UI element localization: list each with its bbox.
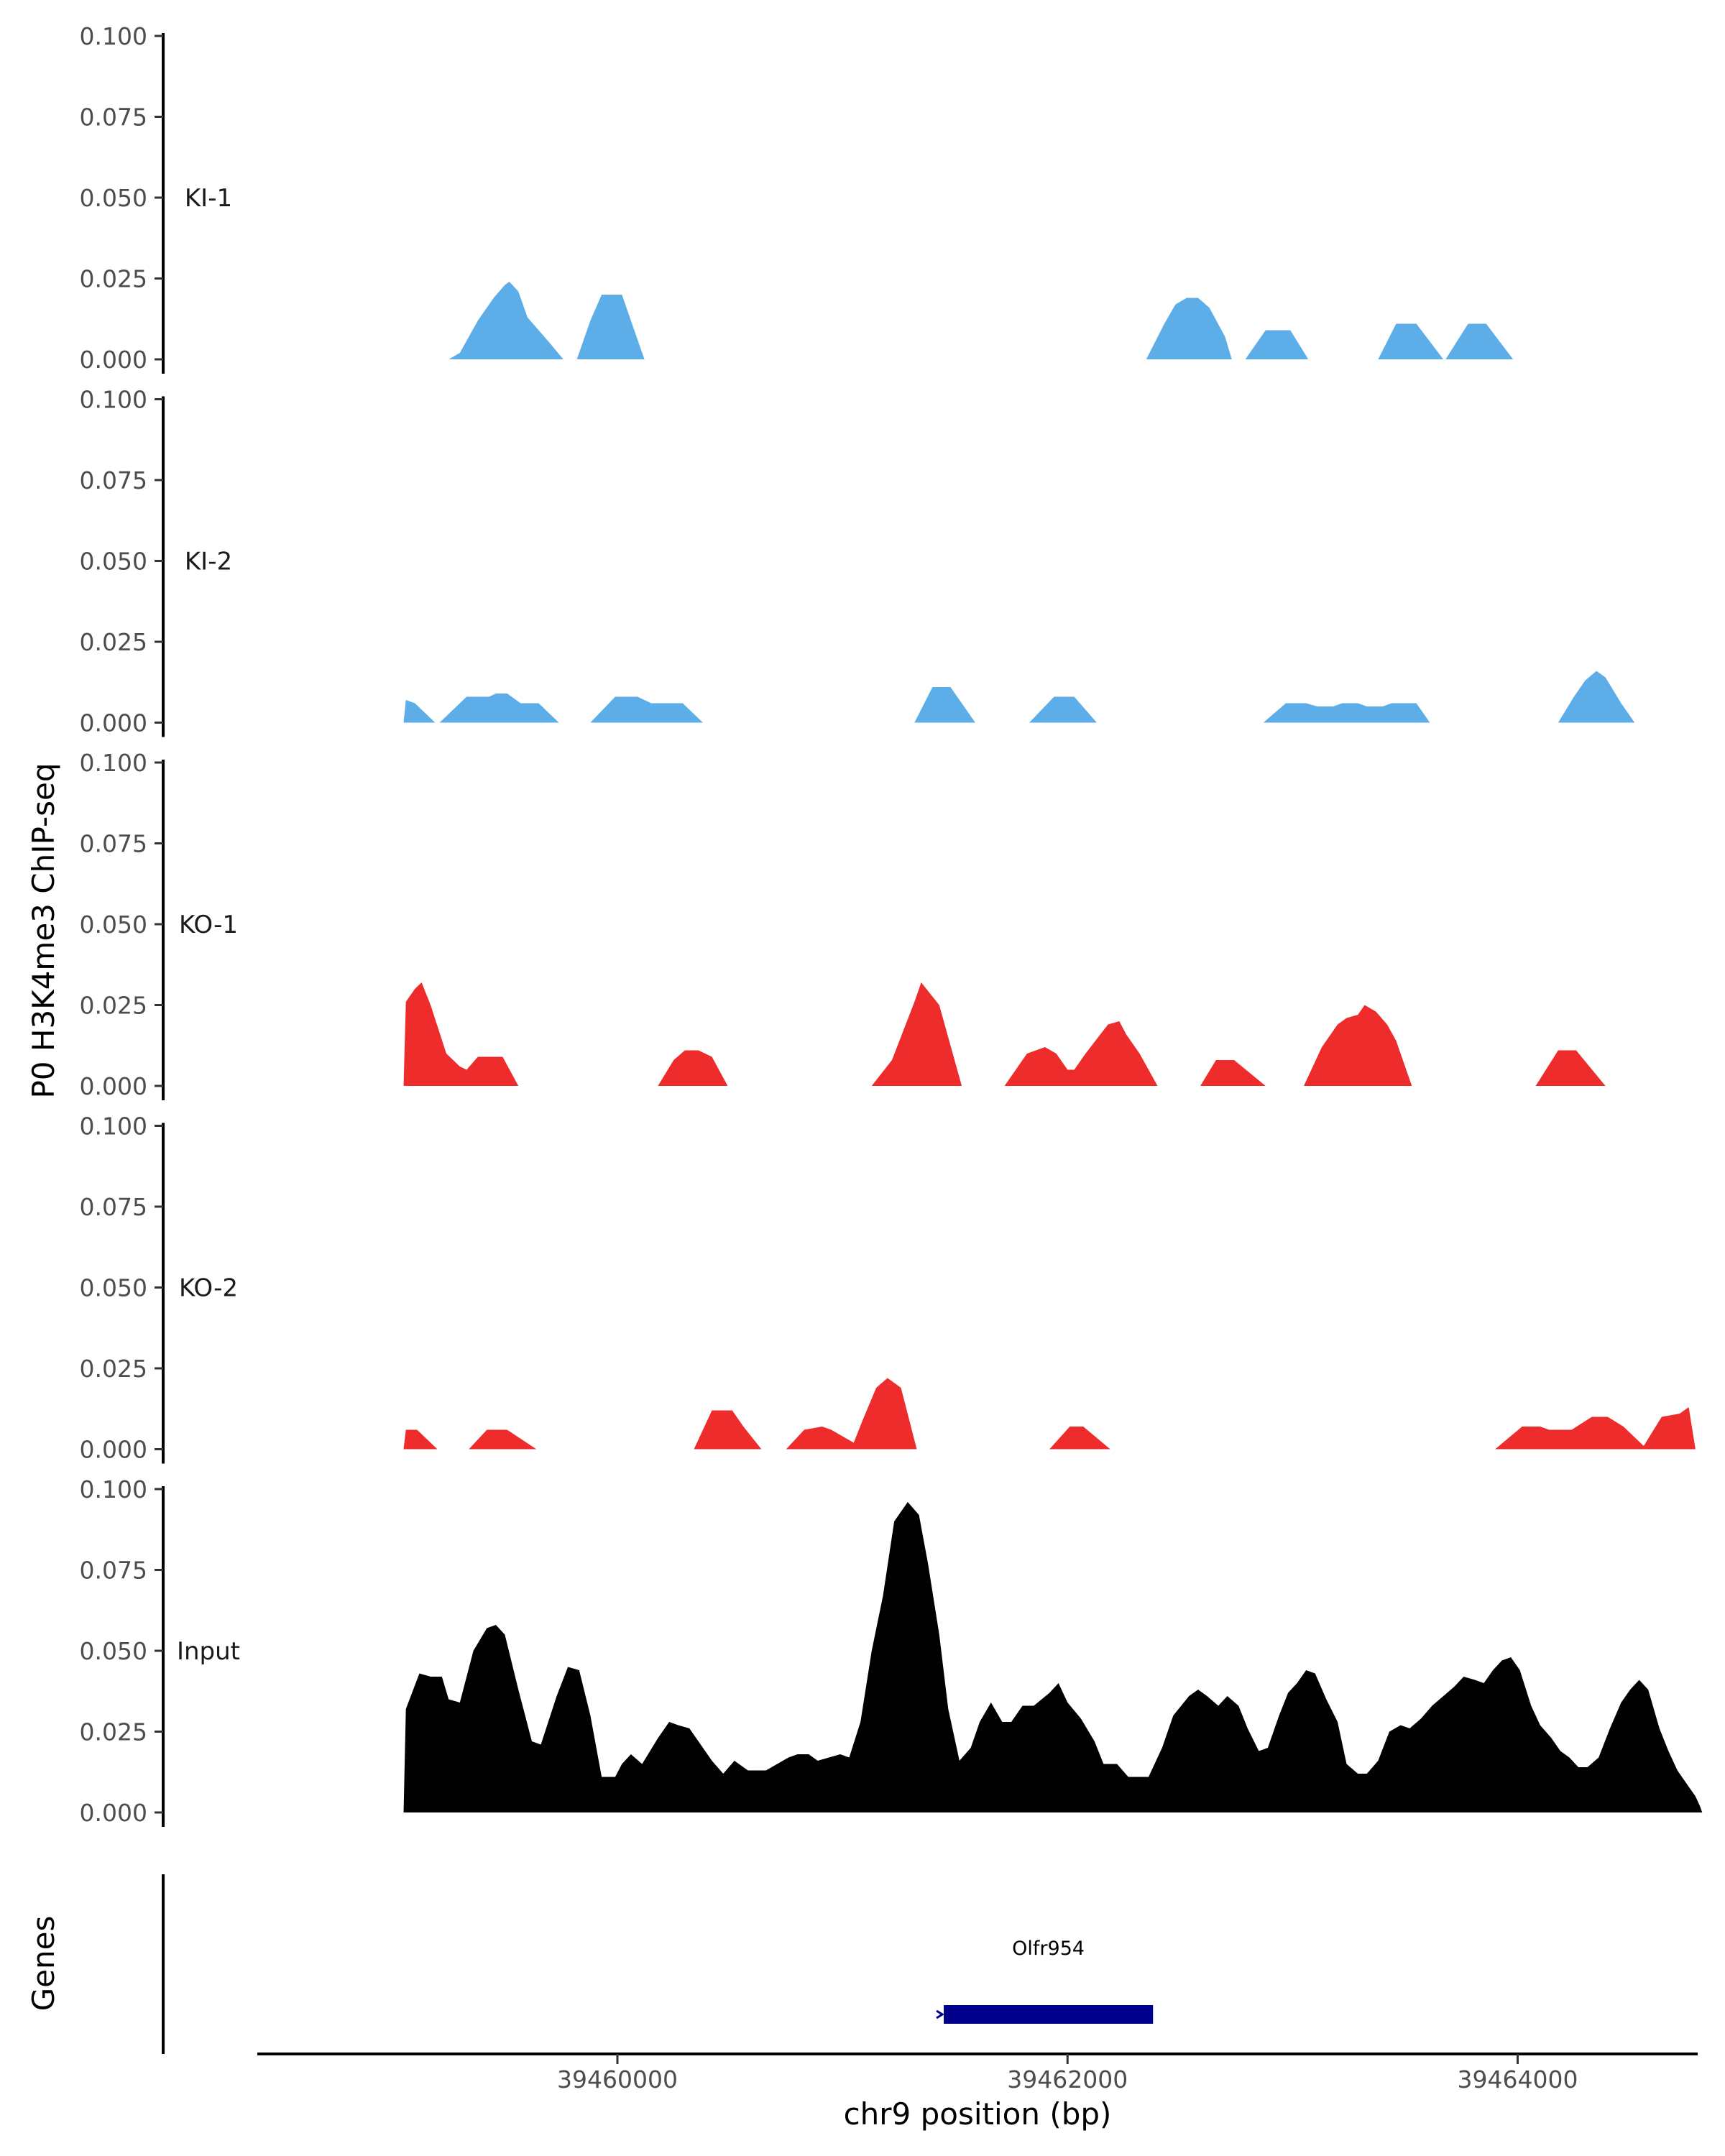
x-axis-title: chr9 position (bp) (844, 2096, 1112, 2132)
signal-peak (914, 687, 975, 723)
y-axis-title: P0 H3K4me3 ChIP-seq (26, 763, 61, 1098)
track-label: KO-1 (179, 911, 238, 939)
x-tick-label: 39464000 (1458, 2065, 1578, 2093)
signal-peak (1004, 1021, 1158, 1086)
tracks-layer: 0.0000.0250.0500.0750.100KI-10.0000.0250… (80, 22, 1703, 1827)
genes-panel: Genes Olfr954 (26, 1874, 1154, 2054)
y-tick-label: 0.000 (80, 346, 147, 374)
y-tick-label: 0.075 (80, 830, 147, 858)
x-tick-label: 39462000 (1007, 2065, 1128, 2093)
signal-peak (576, 295, 645, 359)
y-tick-label: 0.050 (80, 1637, 147, 1665)
track-ko-2: 0.000 0.025 0.050 0.075 0.100 KO-2 (80, 1112, 1696, 1464)
x-tick-label: 39460000 (557, 2065, 678, 2093)
y-tick-label: 0.025 (80, 1355, 147, 1383)
signal-peak (1558, 671, 1635, 723)
y-tick-label: 0.050 (80, 1274, 147, 1302)
signal-peak (1378, 323, 1444, 359)
y-tick-label: 0.000 (80, 1072, 147, 1100)
y-tick-label: 0.075 (80, 103, 147, 132)
track-label: KI-1 (185, 184, 232, 213)
signal-peak (1245, 330, 1309, 359)
y-tick-label: 0.100 (80, 749, 147, 777)
y-tick-label: 0.100 (80, 1112, 147, 1141)
signal-peak (1535, 1050, 1606, 1086)
y-tick-label: 0.000 (80, 1799, 147, 1827)
signal-peak (1304, 1005, 1412, 1086)
y-tick-label: 0.050 (80, 184, 147, 212)
y-tick-label: 0.075 (80, 1193, 147, 1221)
signal-peak (448, 282, 564, 359)
y-tick-label: 0.100 (80, 1475, 147, 1503)
y-tick-label: 0.075 (80, 466, 147, 494)
signal-peak (1200, 1060, 1266, 1086)
x-ticks-layer: 39460000 39462000 39464000 (557, 2054, 1578, 2093)
signal-peak (1445, 323, 1514, 359)
y-tick-label: 0.000 (80, 709, 147, 737)
signal-peak (403, 982, 519, 1086)
signal-peak (439, 694, 559, 723)
signal-peak (403, 1429, 438, 1450)
y-tick-label: 0.100 (80, 386, 147, 414)
track-label: Input (177, 1637, 240, 1666)
signal-peak (871, 982, 962, 1086)
signal-peak (1263, 703, 1430, 723)
track-input: 0.000 0.025 0.050 0.075 0.100 Input (80, 1475, 1703, 1827)
y-tick-label: 0.025 (80, 265, 147, 293)
gene-body (944, 2005, 1154, 2024)
genes-axis-title: Genes (26, 1916, 61, 2012)
signal-peak (658, 1050, 728, 1086)
track-ko-1: 0.000 0.025 0.050 0.075 0.100 KO-1 (80, 749, 1606, 1100)
track-ki-1: 0.000 0.025 0.050 0.075 0.100 KI-1 (80, 22, 1514, 374)
signal-peak (786, 1378, 917, 1450)
y-tick-label: 0.025 (80, 992, 147, 1020)
y-tick-label: 0.100 (80, 22, 147, 50)
signal-peak (1495, 1407, 1696, 1450)
track-label: KI-2 (185, 548, 232, 576)
signal-peak (1146, 298, 1232, 359)
signal-peak (403, 700, 436, 723)
track-label: KO-2 (179, 1274, 238, 1303)
signal-peak (1029, 696, 1097, 723)
signal-peak (1049, 1427, 1110, 1450)
signal-peak (590, 696, 703, 723)
y-tick-label: 0.025 (80, 628, 147, 656)
y-tick-label: 0.000 (80, 1436, 147, 1464)
y-tick-label: 0.075 (80, 1557, 147, 1585)
gene-label: Olfr954 (1012, 1938, 1085, 1960)
signal-peak (403, 1502, 1703, 1812)
genes-layer: Olfr954 (936, 1938, 1154, 2024)
y-tick-label: 0.050 (80, 911, 147, 939)
gene-olfr954: Olfr954 (936, 1938, 1154, 2024)
signal-peak (469, 1429, 537, 1450)
track-ki-2: 0.000 0.025 0.050 0.075 0.100 KI-2 (80, 386, 1635, 737)
x-axis: 39460000 39462000 39464000 chr9 position (… (257, 2053, 1698, 2132)
signal-peak (694, 1410, 762, 1450)
y-tick-label: 0.050 (80, 548, 147, 576)
strand-arrow-icon (936, 2009, 944, 2019)
y-tick-label: 0.025 (80, 1718, 147, 1746)
